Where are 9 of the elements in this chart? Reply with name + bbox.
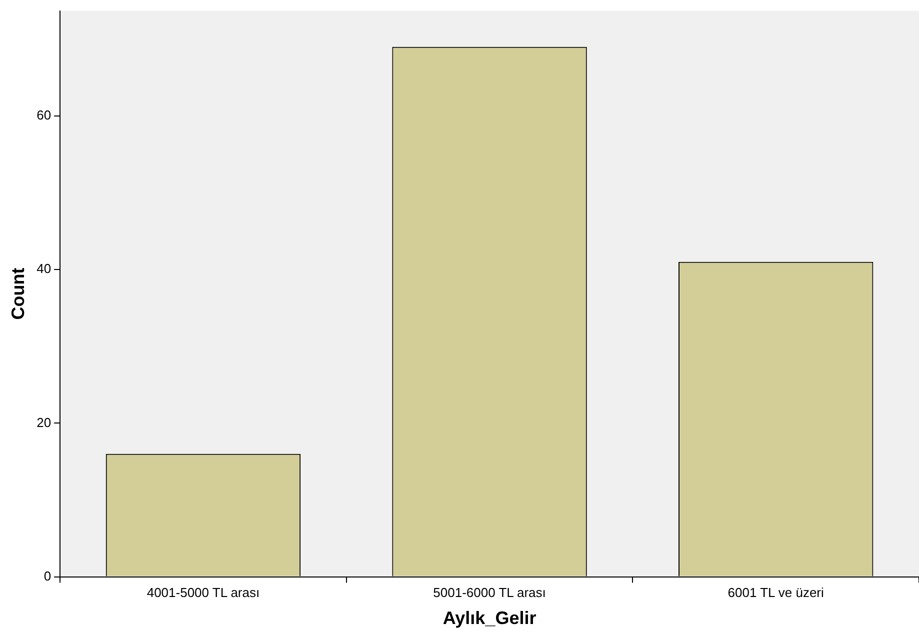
x-tick-label: 6001 TL ve üzeri — [728, 585, 824, 600]
x-tick-label: 4001-5000 TL arası — [146, 585, 260, 600]
x-tick-label: 5001-6000 TL arası — [433, 585, 546, 600]
y-tick-label: 20 — [36, 414, 52, 430]
y-axis-title: Count — [8, 268, 28, 320]
y-tick-label: 40 — [36, 261, 52, 276]
y-tick-label: 0 — [44, 568, 52, 584]
x-axis-title: Aylık_Gelir — [442, 608, 536, 628]
y-tick-label: 60 — [36, 108, 52, 123]
